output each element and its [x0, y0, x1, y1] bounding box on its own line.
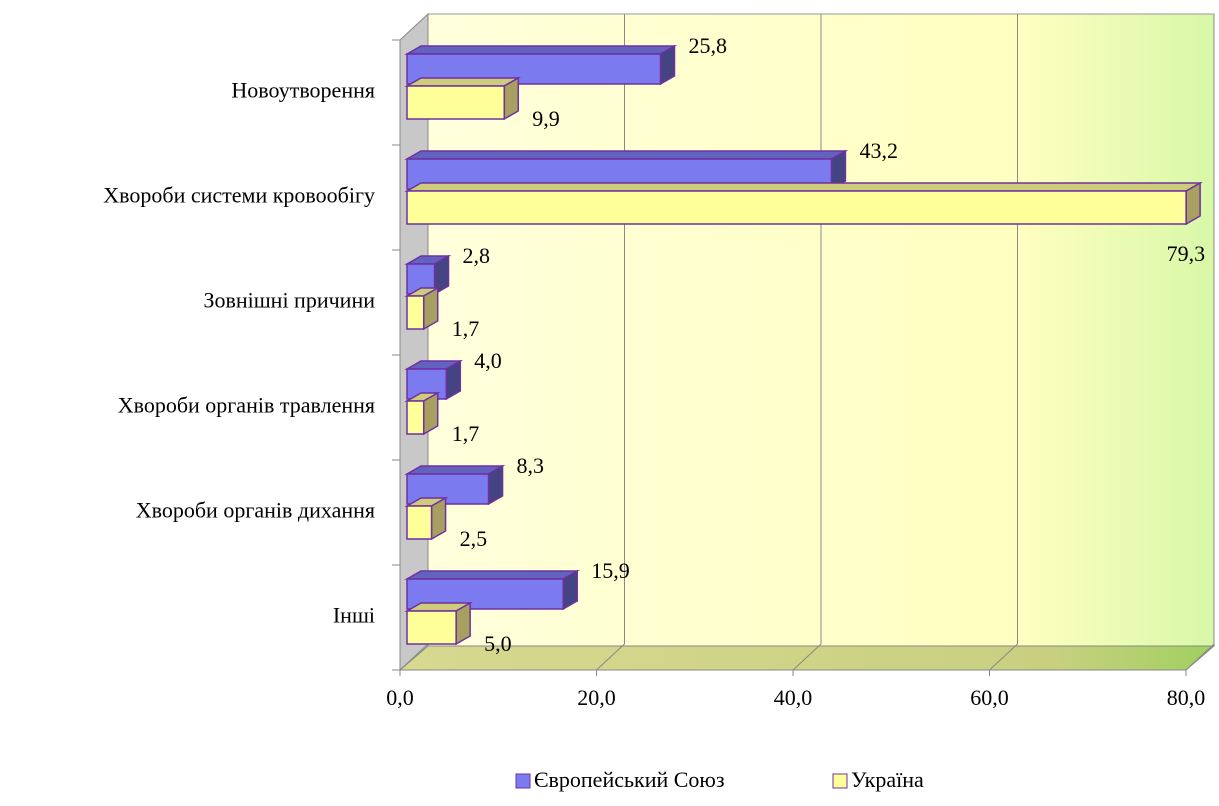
bar-face: [430, 496, 447, 541]
bar-face: [404, 570, 581, 580]
value-label: 1,7: [452, 421, 480, 446]
grid-line: [1185, 643, 1215, 671]
bar: [404, 76, 522, 121]
value-label: 43,2: [859, 138, 898, 163]
x-tick-label: 20,0: [577, 685, 616, 710]
value-label: 9,9: [532, 106, 560, 131]
y-tick-label: Хвороби органів дихання: [136, 498, 375, 523]
bar-face: [406, 473, 490, 505]
bar-face: [404, 77, 522, 87]
value-label: 15,9: [591, 558, 630, 583]
legend-label: Європейський Союз: [534, 767, 725, 792]
value-label: 2,8: [463, 243, 491, 268]
bar-face: [406, 85, 506, 120]
bar: [404, 254, 452, 296]
value-label: 5,0: [484, 631, 512, 656]
bar-face: [406, 610, 457, 645]
bar: [404, 44, 678, 86]
y-tick-label: Інші: [333, 603, 375, 628]
bar-face: [1185, 181, 1201, 226]
bar-face: [406, 190, 1187, 225]
value-label: 4,0: [474, 348, 502, 373]
grid-line: [596, 643, 625, 671]
legend-swatch: [515, 773, 531, 789]
bar-face: [455, 601, 471, 646]
x-tick-label: 60,0: [970, 685, 1009, 710]
x-tick-label: 40,0: [774, 685, 813, 710]
y-tick-label: Новоутворення: [231, 78, 375, 103]
bar: [404, 359, 464, 401]
bar-face: [406, 578, 564, 610]
bar: [404, 601, 473, 646]
value-label: 2,5: [460, 526, 488, 551]
x-tick-label: 0,0: [386, 685, 414, 710]
bar-face: [404, 465, 506, 475]
y-tick-label: Хвороби системи кровообігу: [103, 183, 375, 208]
bar: [404, 569, 581, 611]
bar-face: [406, 368, 448, 400]
bar-face: [422, 391, 439, 436]
value-label: 79,3: [1167, 241, 1206, 266]
grid-line: [989, 643, 1018, 671]
value-label: 25,8: [688, 33, 727, 58]
bar: [404, 464, 506, 506]
bar: [404, 181, 1203, 226]
bar: [404, 391, 441, 436]
bar-face: [503, 76, 520, 121]
bar-face: [406, 400, 425, 435]
value-label: 1,7: [452, 316, 480, 341]
bar-face: [406, 295, 425, 330]
bar-face: [406, 53, 662, 85]
bar: [404, 286, 441, 331]
bar-face: [422, 286, 439, 331]
value-label: 8,3: [517, 453, 545, 478]
bar-face: [404, 45, 678, 55]
grid-line: [399, 643, 429, 671]
grid-line: [792, 643, 822, 671]
floor: [398, 645, 1216, 671]
bar-face: [404, 182, 1203, 192]
legend-label: Україна: [851, 767, 924, 792]
bar-face: [404, 150, 849, 160]
y-tick-label: Хвороби органів травлення: [118, 393, 375, 418]
y-tick-label: Зовнішні причини: [203, 288, 375, 313]
x-tick-label: 80,0: [1167, 685, 1206, 710]
bar: [404, 496, 449, 541]
bar-face: [406, 505, 433, 540]
legend-swatch: [832, 773, 848, 789]
